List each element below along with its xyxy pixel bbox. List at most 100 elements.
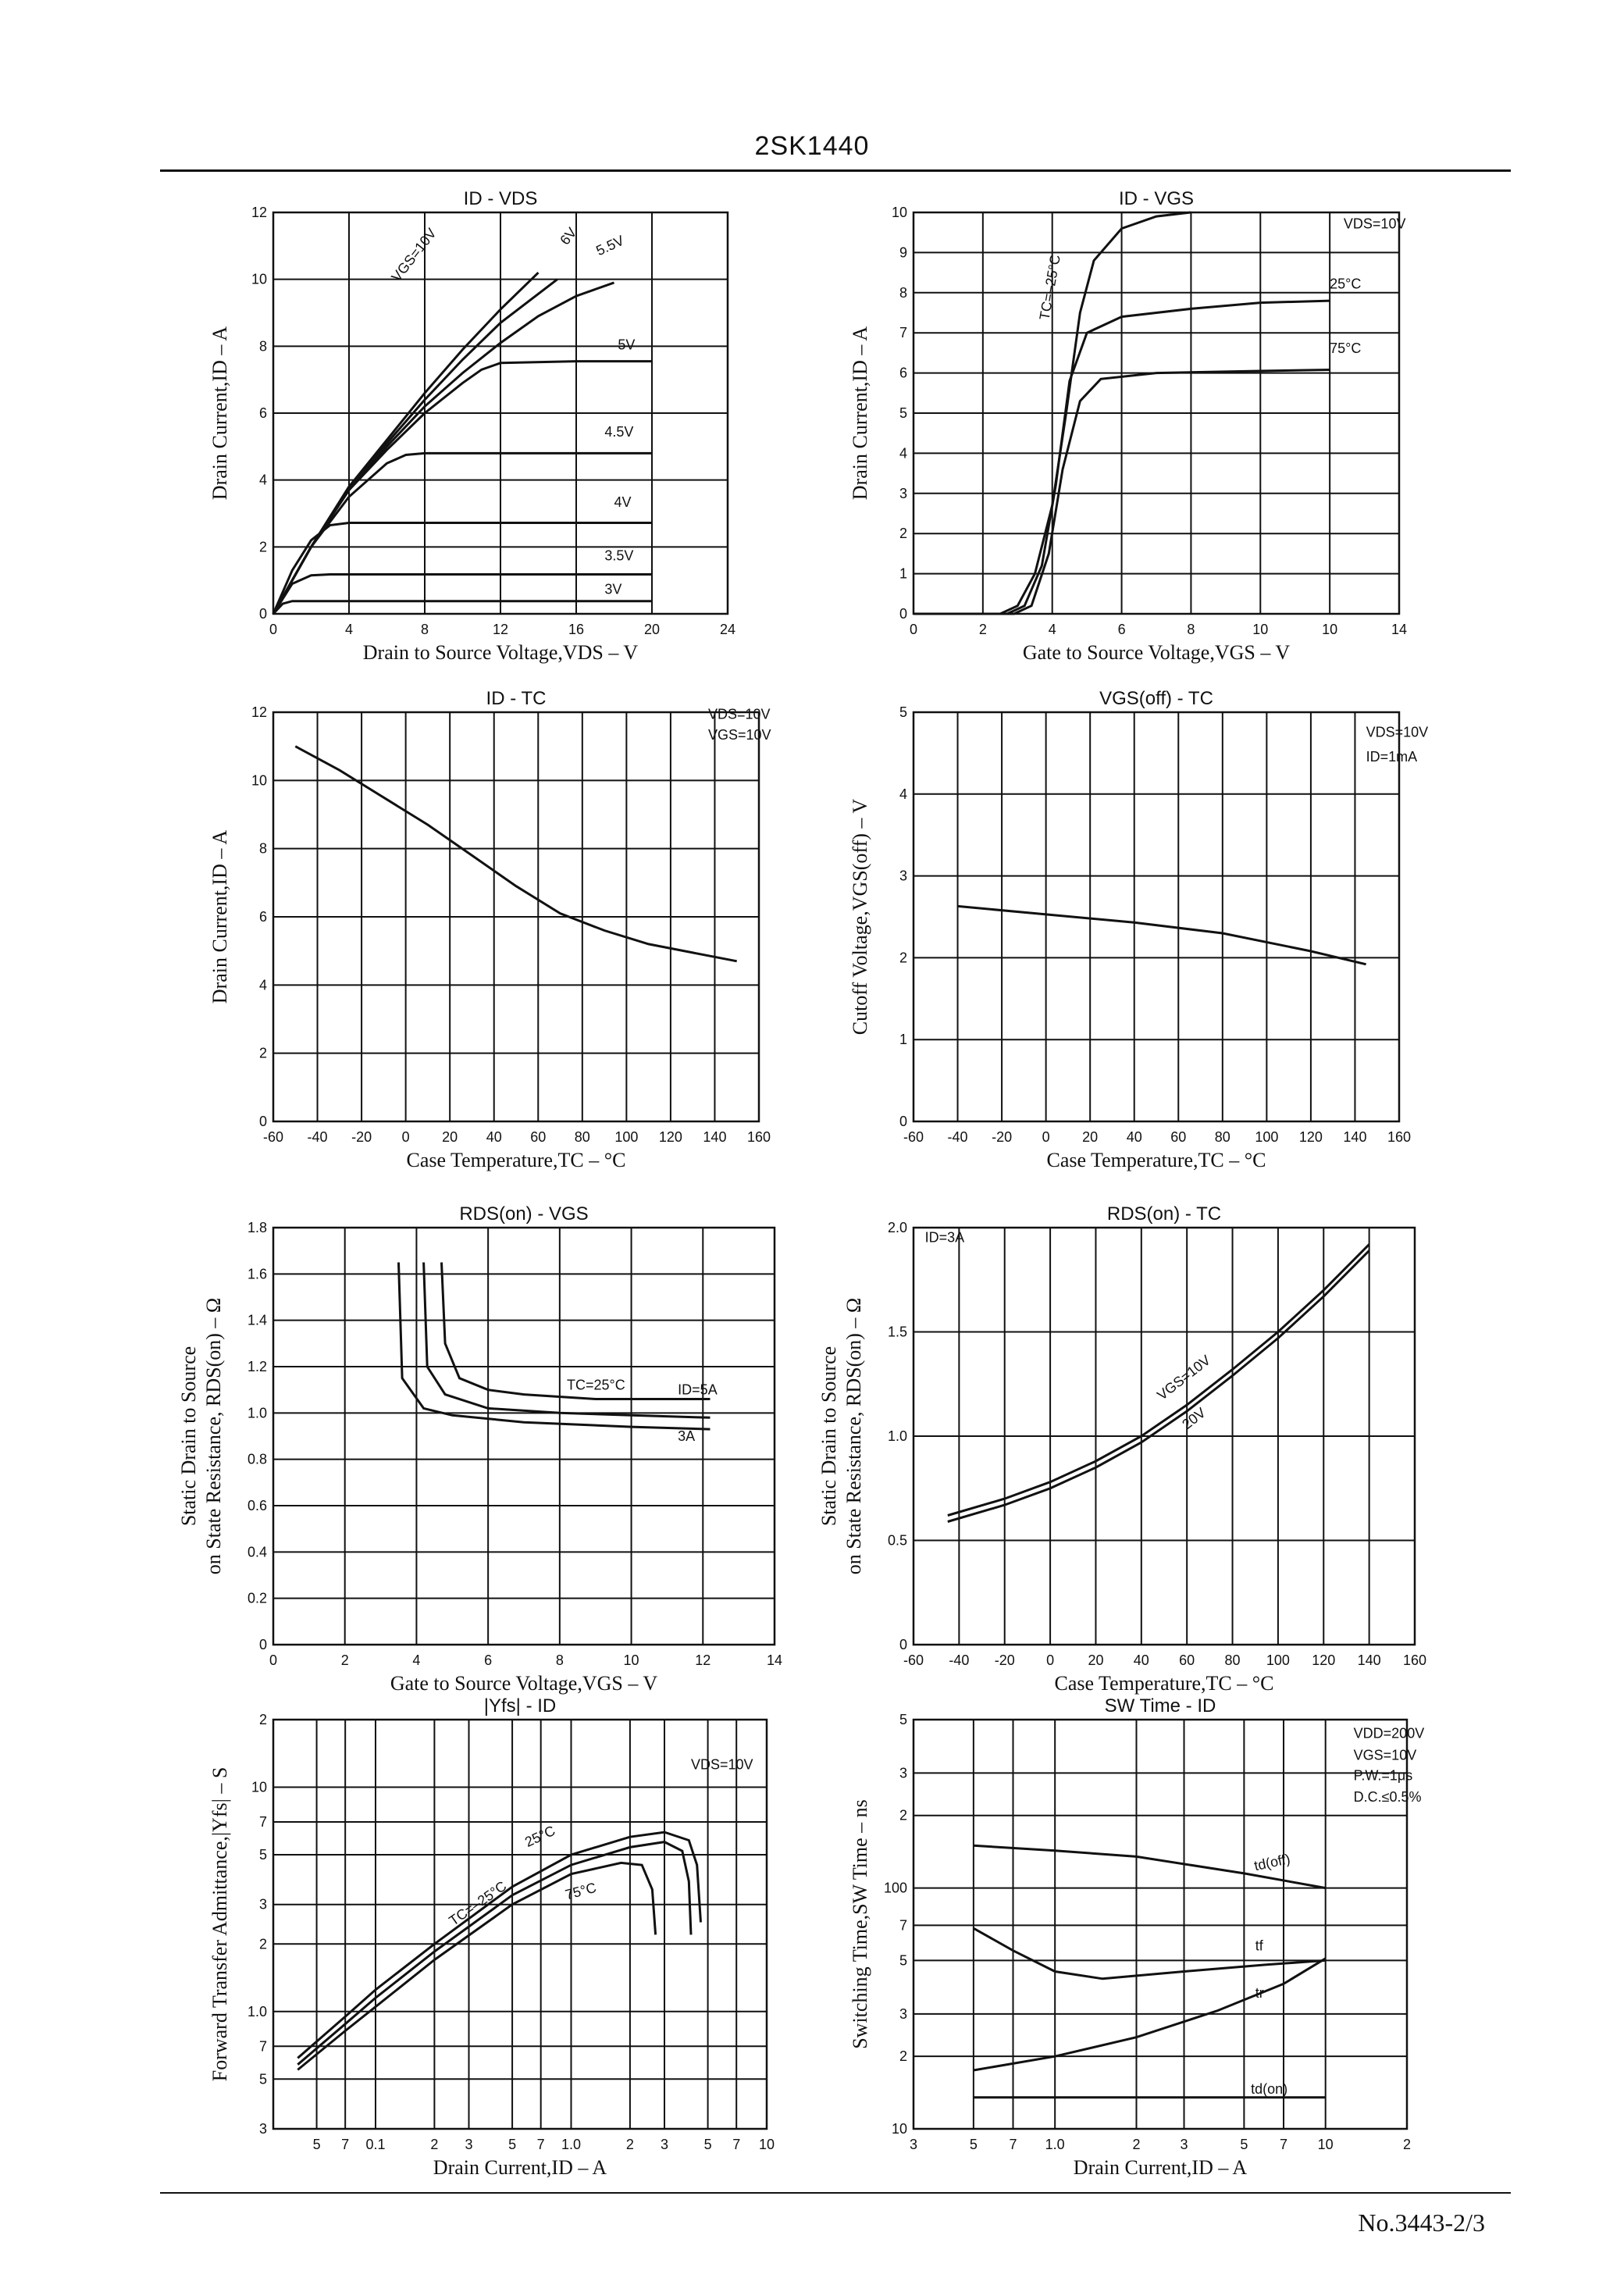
- annotation-label: P.W.=1μs: [1354, 1768, 1413, 1784]
- x-tick-label: 0: [269, 1652, 277, 1668]
- series-line-3v: [272, 600, 652, 615]
- x-tick-label: 12: [695, 1652, 710, 1668]
- y-tick-label: 3: [899, 868, 907, 884]
- x-tick-label: -20: [995, 1652, 1015, 1668]
- x-tick-label: 10: [759, 2137, 775, 2152]
- x-tick-label: 3: [465, 2137, 472, 2152]
- y-tick-label: 7: [899, 325, 907, 340]
- x-tick-label: 16: [568, 622, 584, 637]
- series-line-75-c: [914, 369, 1330, 615]
- x-tick-label: 20: [1082, 1129, 1098, 1145]
- x-axis-label: Drain Current,ID – A: [1074, 2156, 1248, 2179]
- annotation-label: VDS=10V: [1366, 724, 1429, 740]
- x-tick-label: 0: [1042, 1129, 1050, 1145]
- series-line-tc-25-c: [297, 1831, 702, 2059]
- y-tick-label: 7: [899, 1917, 907, 1933]
- x-tick-label: 4: [345, 622, 353, 637]
- x-tick-label: 40: [1134, 1652, 1149, 1668]
- x-tick-label: 7: [341, 2137, 349, 2152]
- x-tick-label: -60: [903, 1129, 924, 1145]
- y-tick-label: 1.5: [888, 1324, 907, 1340]
- y-tick-label: 3: [899, 2006, 907, 2022]
- y-tick-label: 10: [892, 2121, 907, 2137]
- chart-swtime-id: 3 5 7 1.0 2 3 5 7 10 2 10 2 3 5 7 100 2 3 5 SW Time - ID Dra…: [849, 1695, 1424, 2179]
- x-tick-label: -20: [351, 1129, 372, 1145]
- annotation-label: 5.5V: [593, 233, 626, 259]
- y-tick-label: 1.8: [248, 1220, 267, 1235]
- y-tick-label: 0.2: [248, 1591, 267, 1606]
- x-tick-label: 120: [1312, 1652, 1335, 1668]
- y-tick-label: 2: [259, 539, 267, 554]
- y-tick-label: 3: [259, 1897, 267, 1913]
- y-tick-label: 1.0: [248, 2004, 267, 2020]
- x-tick-label: 2: [626, 2137, 634, 2152]
- y-tick-label: 0: [899, 1637, 907, 1652]
- annotation-label: VDS=10V: [708, 707, 771, 722]
- series-line-20v: [947, 1250, 1370, 1523]
- y-axis-label: Static Drain to Source: [177, 1346, 200, 1526]
- y-tick-label: 2: [259, 1046, 267, 1061]
- chart-rdson-tc: -60 -40 -20 0 20 40 60 80 100 120 140 160 0 0.5 1.0 1.5…: [817, 1203, 1426, 1695]
- chart-yfs-id: 5 7 0.1 2 3 5 7 1.0 2 3 5 7 10 3 5 7 1.0 2 3 5 7 10 2 |Yfs| - I…: [208, 1695, 775, 2179]
- annotation-label: 3V: [604, 581, 621, 597]
- x-tick-label: -40: [308, 1129, 328, 1145]
- annotation-label: td(off): [1252, 1851, 1291, 1873]
- y-tick-label: 0: [259, 1114, 267, 1129]
- y-tick-label: 4: [259, 472, 267, 488]
- annotation-label: VDS=10V: [1344, 216, 1406, 232]
- document-title: 2SK1440: [754, 131, 870, 161]
- y-tick-label: 3: [259, 2121, 267, 2137]
- x-tick-label: 0: [402, 1129, 410, 1145]
- y-tick-label: 1.2: [248, 1359, 267, 1374]
- x-tick-label: -40: [949, 1652, 969, 1668]
- y-axis-label: Cutoff Voltage,VGS(off) – V: [849, 799, 871, 1036]
- annotation-label: 25°C: [1330, 276, 1361, 292]
- x-tick-label: 4: [412, 1652, 420, 1668]
- x-tick-label: 10: [1252, 622, 1268, 637]
- x-tick-label: 0: [269, 622, 277, 637]
- chart-title: ID - VDS: [464, 188, 538, 209]
- series-line-vgs-10v: [947, 1243, 1370, 1517]
- y-tick-label: 2: [899, 2048, 907, 2064]
- series-line-75-c: [297, 1861, 657, 2071]
- x-tick-label: -40: [948, 1129, 968, 1145]
- x-tick-label: -60: [903, 1652, 924, 1668]
- annotation-label: TC=–25°C: [1037, 254, 1063, 322]
- plot-frame: [912, 711, 1401, 1123]
- y-tick-label: 1: [899, 1032, 907, 1047]
- y-tick-label: 10: [892, 205, 907, 220]
- x-tick-label: 3: [1181, 2137, 1188, 2152]
- annotation-label: 3A: [678, 1428, 695, 1444]
- annotation-label: 4.5V: [604, 424, 633, 440]
- y-axis-label: on State Resistance, RDS(on) – Ω: [842, 1298, 865, 1574]
- x-tick-label: 24: [720, 622, 735, 637]
- y-axis-label: Static Drain to Source: [817, 1346, 840, 1526]
- y-tick-label: 2: [899, 1808, 907, 1823]
- plot-frame: [272, 1718, 768, 2130]
- x-axis-label: Case Temperature,TC – °C: [1046, 1149, 1266, 1171]
- annotation-label: ID=5A: [678, 1382, 718, 1398]
- x-tick-label: 80: [1215, 1129, 1230, 1145]
- annotation-label: VGS=10V: [388, 226, 439, 285]
- plot-frame: [272, 711, 760, 1123]
- x-tick-label: 80: [575, 1129, 590, 1145]
- x-tick-label: 120: [659, 1129, 682, 1145]
- y-tick-label: 4: [259, 977, 267, 993]
- x-tick-label: 20: [644, 622, 660, 637]
- y-tick-label: 10: [251, 1779, 267, 1795]
- chart-vgsoff-tc: -60 -40 -20 0 20 40 60 80 100 120 140 160 0 1 2 3 4 5 VGS(…: [849, 688, 1429, 1171]
- x-tick-label: 1.0: [1045, 2137, 1065, 2152]
- x-axis-label: Case Temperature,TC – °C: [1054, 1672, 1273, 1695]
- y-tick-label: 3: [899, 1765, 907, 1781]
- y-tick-label: 0.4: [248, 1544, 267, 1560]
- x-tick-label: 40: [1127, 1129, 1142, 1145]
- x-axis-label: Gate to Source Voltage,VGS – V: [390, 1672, 658, 1695]
- x-axis-label: Drain to Source Voltage,VDS – V: [363, 641, 639, 664]
- annotation-label: TC=25°C: [567, 1378, 625, 1393]
- y-axis-label: Drain Current,ID – A: [208, 830, 231, 1004]
- x-tick-label: 2: [341, 1652, 349, 1668]
- y-axis-label: Drain Current,ID – A: [849, 326, 871, 501]
- y-tick-label: 100: [884, 1881, 907, 1896]
- x-tick-label: 140: [1358, 1652, 1381, 1668]
